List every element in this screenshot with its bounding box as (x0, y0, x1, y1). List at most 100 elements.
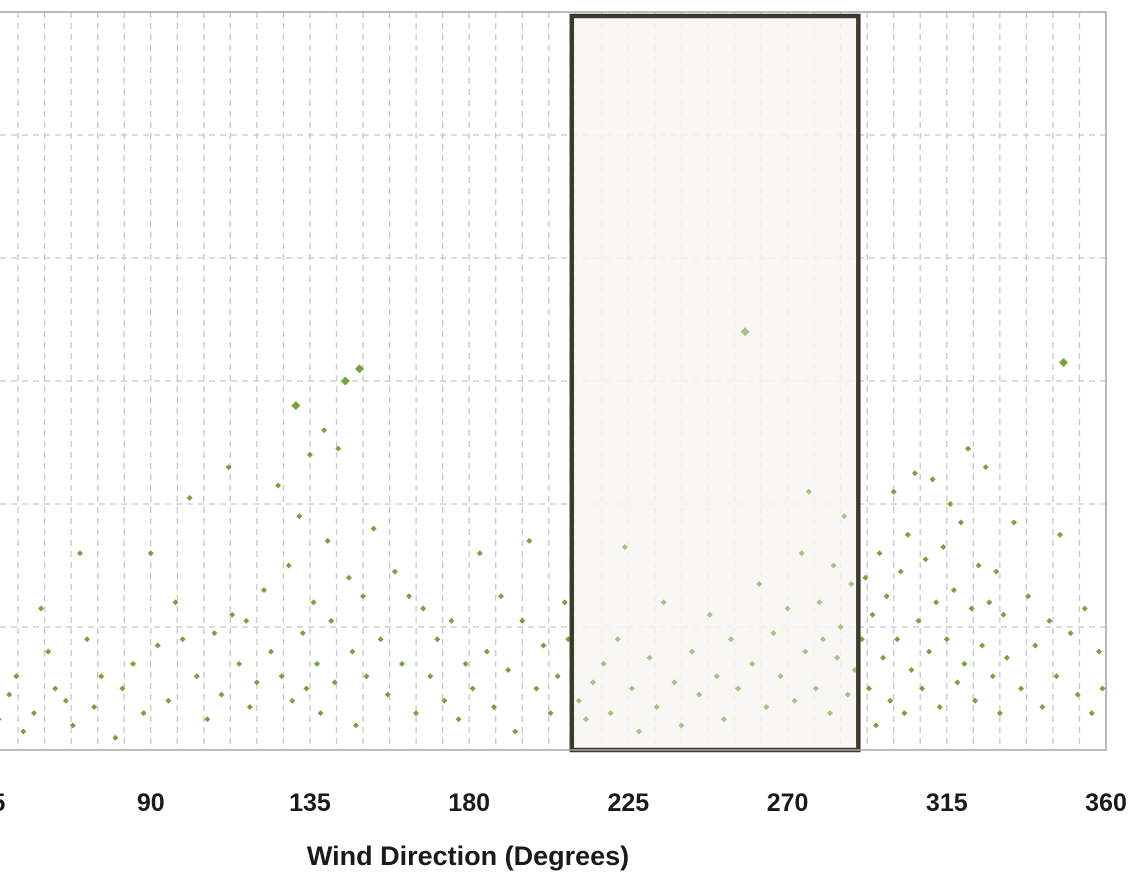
data-point (720, 716, 727, 723)
data-point (354, 364, 364, 374)
data-point (130, 660, 137, 667)
data-point (211, 630, 218, 637)
x-tick-label: 180 (448, 789, 490, 817)
data-point (490, 703, 497, 710)
data-point (926, 648, 933, 655)
data-point (1053, 673, 1060, 680)
data-point (321, 427, 328, 434)
data-point (841, 513, 848, 520)
data-point (306, 451, 313, 458)
data-point (310, 599, 317, 606)
data-point (505, 667, 512, 674)
data-point (314, 660, 321, 667)
data-point (69, 722, 76, 729)
data-point (589, 679, 596, 686)
data-point (735, 685, 742, 692)
data-point (628, 685, 635, 692)
data-point (243, 617, 250, 624)
data-point (911, 470, 918, 477)
data-point (303, 685, 310, 692)
data-point (52, 685, 59, 692)
data-point (377, 636, 384, 643)
data-point (20, 728, 27, 735)
data-point (621, 544, 628, 551)
data-point (607, 710, 614, 717)
x-tick-label: 360 (1085, 789, 1127, 817)
data-point (940, 544, 947, 551)
data-point (919, 685, 926, 692)
data-point (1067, 630, 1074, 637)
data-point (165, 697, 172, 704)
data-point (756, 580, 763, 587)
data-point (933, 599, 940, 606)
data-point (296, 513, 303, 520)
x-tick-label: 90 (137, 789, 165, 817)
data-point (696, 691, 703, 698)
data-point (713, 673, 720, 680)
data-point (982, 464, 989, 471)
data-point (837, 624, 844, 630)
data-point (897, 568, 904, 575)
data-point (968, 605, 975, 612)
data-point (406, 593, 413, 600)
data-point (455, 716, 462, 723)
data-point (869, 611, 876, 618)
data-point (653, 703, 660, 710)
data-point (398, 660, 405, 667)
x-tick-label: 315 (926, 789, 968, 817)
data-point (996, 710, 1003, 717)
data-point (770, 630, 777, 637)
grid-lines (0, 12, 1107, 750)
data-point (349, 648, 356, 655)
data-point (646, 654, 653, 661)
data-point (798, 550, 805, 557)
x-tick-labels: 45 90 135 180 225 270 315 360 (0, 789, 1127, 817)
data-point (834, 654, 841, 661)
data-point (179, 636, 186, 643)
data-point (498, 593, 505, 600)
data-point (1018, 685, 1025, 692)
data-point (1011, 519, 1018, 526)
data-point (299, 630, 306, 637)
data-point (91, 703, 98, 710)
data-point (275, 482, 282, 489)
data-point (1025, 593, 1032, 600)
data-point (575, 697, 582, 704)
data-point (291, 401, 301, 411)
data-point (887, 697, 894, 704)
data-point (76, 550, 83, 557)
data-point (540, 642, 547, 649)
x-tick-label: 225 (608, 789, 650, 817)
data-point (915, 617, 922, 624)
data-point (13, 673, 20, 680)
data-point (225, 464, 232, 471)
data-point (873, 722, 880, 729)
data-point (441, 697, 448, 704)
data-point (193, 673, 200, 680)
data-point (929, 476, 936, 483)
data-point (533, 685, 540, 692)
data-point (827, 710, 834, 717)
data-point (1095, 648, 1102, 655)
data-point (986, 599, 993, 606)
data-point (954, 679, 961, 686)
data-point (317, 710, 324, 717)
data-point (1099, 685, 1106, 692)
data-point (1059, 358, 1069, 368)
data-point (1039, 703, 1046, 710)
data-point (763, 703, 770, 710)
data-point (98, 673, 105, 680)
data-point (420, 605, 427, 612)
data-point (561, 599, 568, 606)
data-point (62, 697, 69, 704)
data-point (384, 691, 391, 698)
data-point (671, 679, 678, 686)
data-point (554, 673, 561, 680)
data-point (289, 697, 296, 704)
data-point (908, 667, 915, 674)
data-point (805, 488, 812, 495)
x-tick-label: 45 (0, 789, 6, 817)
data-point (844, 691, 851, 698)
data-point (352, 722, 359, 729)
